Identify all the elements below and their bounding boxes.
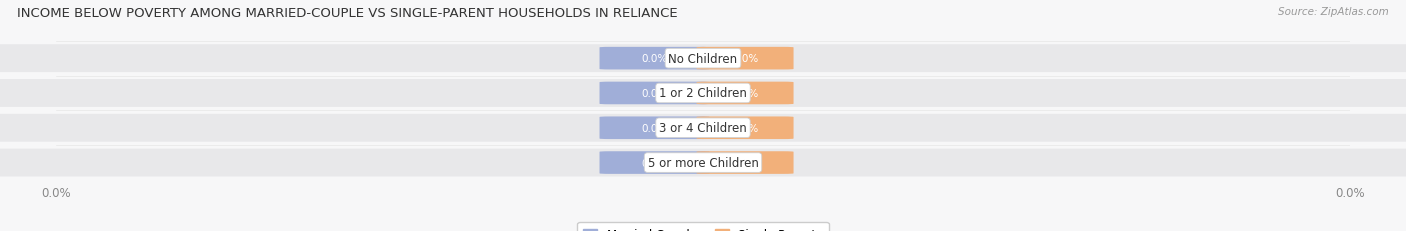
Text: 1 or 2 Children: 1 or 2 Children: [659, 87, 747, 100]
Legend: Married Couples, Single Parents: Married Couples, Single Parents: [578, 222, 828, 231]
FancyBboxPatch shape: [696, 152, 793, 174]
FancyBboxPatch shape: [0, 114, 1406, 142]
FancyBboxPatch shape: [0, 149, 1406, 177]
FancyBboxPatch shape: [0, 45, 1406, 73]
FancyBboxPatch shape: [696, 117, 793, 140]
Text: 0.0%: 0.0%: [733, 54, 758, 64]
FancyBboxPatch shape: [0, 80, 1406, 107]
Text: INCOME BELOW POVERTY AMONG MARRIED-COUPLE VS SINGLE-PARENT HOUSEHOLDS IN RELIANC: INCOME BELOW POVERTY AMONG MARRIED-COUPL…: [17, 7, 678, 20]
FancyBboxPatch shape: [599, 117, 710, 140]
Text: 0.0%: 0.0%: [641, 88, 668, 99]
Text: 3 or 4 Children: 3 or 4 Children: [659, 122, 747, 135]
FancyBboxPatch shape: [599, 82, 710, 105]
Text: 0.0%: 0.0%: [733, 123, 758, 133]
FancyBboxPatch shape: [599, 48, 710, 70]
Text: Source: ZipAtlas.com: Source: ZipAtlas.com: [1278, 7, 1389, 17]
FancyBboxPatch shape: [696, 48, 793, 70]
Text: No Children: No Children: [668, 52, 738, 65]
Text: 0.0%: 0.0%: [733, 88, 758, 99]
Text: 5 or more Children: 5 or more Children: [648, 156, 758, 169]
FancyBboxPatch shape: [599, 152, 710, 174]
Text: 0.0%: 0.0%: [641, 54, 668, 64]
FancyBboxPatch shape: [696, 82, 793, 105]
Text: 0.0%: 0.0%: [641, 158, 668, 168]
Text: 0.0%: 0.0%: [733, 158, 758, 168]
Text: 0.0%: 0.0%: [641, 123, 668, 133]
